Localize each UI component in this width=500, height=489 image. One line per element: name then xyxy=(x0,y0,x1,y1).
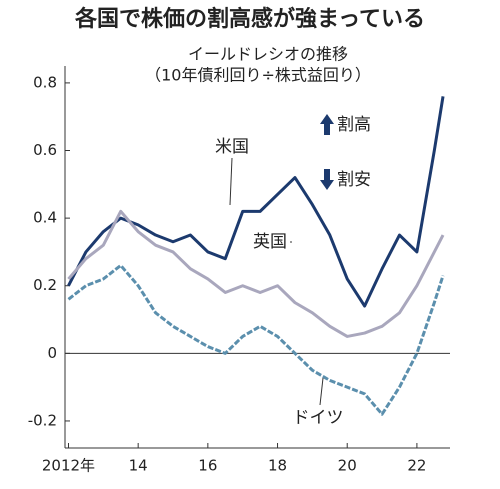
x-tick-label: 2012年 xyxy=(42,457,95,475)
series-label: ドイツ xyxy=(293,408,344,428)
series-label: 米国 xyxy=(215,137,249,157)
chart-subtitle: イールドレシオの推移 xyxy=(188,45,348,64)
y-tick-label: 0.4 xyxy=(33,209,57,227)
x-tick-label: 22 xyxy=(407,457,426,475)
series-line xyxy=(67,263,445,416)
x-tick-label: 20 xyxy=(338,457,357,475)
y-tick-label: 0.2 xyxy=(33,276,57,294)
y-tick-label: -0.2 xyxy=(28,411,57,429)
down-arrow xyxy=(320,169,334,190)
chart-title: 各国で株価の割高感が強まっている xyxy=(74,6,425,32)
annotation: 割安 xyxy=(337,170,371,190)
annotation: 割高 xyxy=(337,115,371,135)
up-arrow xyxy=(320,114,334,135)
y-tick-label: 0.8 xyxy=(33,73,57,91)
leader xyxy=(319,377,324,406)
x-tick-label: 18 xyxy=(268,457,287,475)
series-line xyxy=(67,96,445,308)
leader xyxy=(229,157,233,206)
x-tick-label: 16 xyxy=(198,457,217,475)
y-tick-label: 0 xyxy=(47,344,57,362)
chart-subtitle-note: （10年債利回り÷株式益回り） xyxy=(145,66,371,85)
x-tick-label: 14 xyxy=(129,457,148,475)
y-tick-label: 0.6 xyxy=(33,141,57,159)
series-label: 英国 xyxy=(253,232,287,252)
series-line xyxy=(67,209,445,338)
